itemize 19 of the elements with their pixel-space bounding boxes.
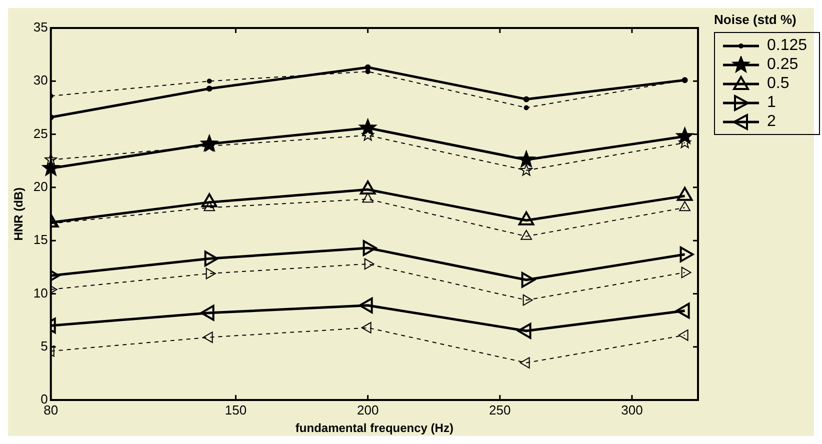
x-tick-label: 200 <box>356 402 379 418</box>
y-tick-label: 5 <box>40 338 48 354</box>
y-tick-label: 10 <box>33 285 48 300</box>
y-axis-title: HNR (dB) <box>12 187 26 241</box>
legend-title: Noise (std %) <box>714 12 798 27</box>
x-axis-title: fundamental frequency (Hz) <box>295 421 454 436</box>
legend-label: 0.25 <box>767 56 798 74</box>
y-tick-label: 35 <box>33 20 48 35</box>
legend-label: 1 <box>767 94 776 112</box>
y-tick-label: 25 <box>33 126 48 141</box>
x-tick-label: 300 <box>621 402 643 418</box>
y-tick-label: 30 <box>33 72 48 88</box>
y-tick-label: 15 <box>33 232 48 248</box>
legend-label: 2 <box>767 112 776 130</box>
legend-label: 0.5 <box>767 74 790 92</box>
x-tick-label: 250 <box>489 402 511 418</box>
y-tick-label: 20 <box>33 179 48 194</box>
x-tick-label: 150 <box>224 402 247 418</box>
legend-label: 0.125 <box>767 36 808 54</box>
